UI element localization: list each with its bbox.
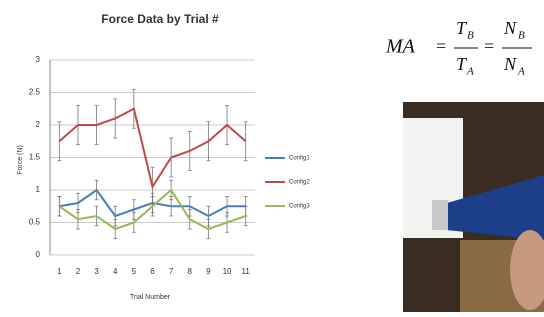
y-tick-label: 0.5 [29,218,41,227]
photo [403,102,544,312]
formula: MA = T B T A = N B N A [385,18,532,77]
x-axis-label: Trial Number [130,294,171,301]
tool-tip [432,200,448,230]
y-tick-label: 1.5 [29,153,41,162]
x-tick-label: 10 [223,267,232,276]
x-tick-label: 2 [76,267,81,276]
y-tick-label: 0 [36,250,41,259]
x-tick-label: 3 [94,267,99,276]
slide: Force Data by Trial # Trial Number Force… [0,0,544,312]
x-tick-label: 1 [57,267,62,276]
x-tick-label: 8 [188,267,193,276]
x-tick-label: 5 [132,267,137,276]
den: N [503,54,517,74]
x-tick-label: 9 [206,267,211,276]
num: N [503,18,517,38]
y-tick-label: 2 [36,120,41,129]
num-sub: B [467,30,474,42]
formula-lhs: MA [385,36,416,58]
chart-title: Force Data by Trial # [101,12,219,26]
num-sub: B [518,30,525,42]
equals: = [436,36,446,56]
den-sub: A [517,66,525,78]
legend-label: Config2 [289,180,310,186]
x-tick-label: 6 [150,267,155,276]
legend-label: Config1 [289,156,310,162]
y-axis-label: Force (N) [17,145,24,175]
equals: = [484,36,494,56]
legend-label: Config3 [289,204,310,210]
x-tick-label: 11 [242,267,251,276]
y-tick-label: 3 [36,55,41,64]
den-sub: A [466,66,474,78]
y-tick-label: 1 [36,185,41,194]
x-tick-label: 7 [169,267,174,276]
x-tick-label: 4 [113,267,118,276]
y-tick-label: 2.5 [29,88,41,97]
